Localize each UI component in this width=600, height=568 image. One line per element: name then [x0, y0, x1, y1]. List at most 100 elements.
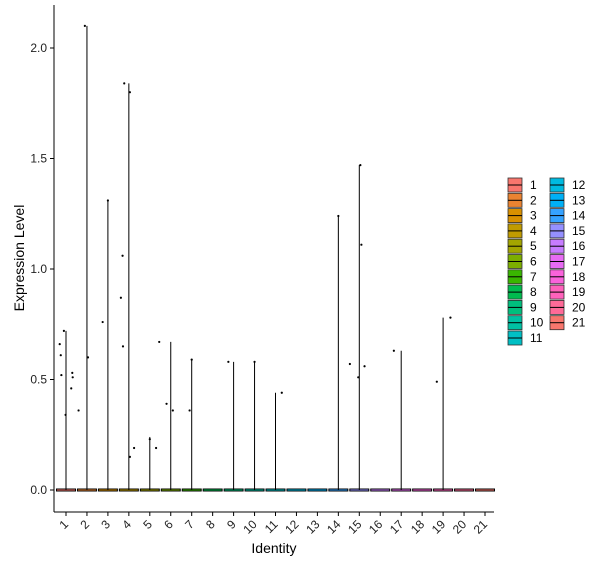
x-tick-label: 5 — [140, 517, 155, 532]
y-tick-label: 2.0 — [30, 41, 47, 55]
data-point — [71, 371, 74, 374]
x-axis-title: Identity — [251, 540, 296, 556]
legend-label: 12 — [572, 178, 586, 192]
x-tick-label: 10 — [240, 517, 260, 537]
violin-18 — [412, 488, 433, 492]
legend-label: 5 — [530, 239, 537, 253]
violin-7 — [181, 359, 202, 492]
x-tick-label: 21 — [471, 517, 491, 537]
y-tick-label: 1.0 — [30, 262, 47, 276]
data-point — [121, 345, 125, 348]
data-point — [190, 358, 193, 361]
data-point — [123, 82, 126, 85]
data-point — [348, 362, 351, 366]
x-tick-label: 6 — [161, 517, 176, 532]
violin-body — [286, 488, 307, 492]
legend-label: 11 — [530, 331, 543, 345]
legend-entry-1: 1 — [507, 177, 537, 193]
x-tick-label: 19 — [429, 517, 449, 537]
legend-label: 14 — [572, 209, 586, 223]
data-point — [154, 446, 158, 450]
violin-17 — [391, 350, 412, 492]
legend-entry-18: 18 — [549, 269, 586, 285]
violin-6 — [160, 341, 181, 492]
data-point — [132, 446, 136, 450]
data-point — [59, 354, 62, 357]
violin-body — [307, 488, 328, 492]
violin-11 — [265, 392, 286, 492]
legend-label: 6 — [530, 255, 537, 269]
legend-entry-10: 10 — [507, 315, 544, 331]
legend-entry-3: 3 — [507, 208, 537, 224]
legend-entry-17: 17 — [549, 254, 586, 269]
data-point — [435, 380, 438, 383]
violin-body — [370, 488, 391, 492]
violins — [56, 25, 495, 492]
legend-label: 15 — [572, 224, 586, 238]
x-tick-label: 9 — [224, 517, 239, 532]
legend-entry-21: 21 — [549, 315, 586, 331]
legend-label: 1 — [530, 178, 537, 192]
data-point — [227, 360, 230, 363]
legend-entry-7: 7 — [507, 269, 537, 285]
data-point — [363, 365, 366, 368]
x-tick-label: 18 — [408, 517, 428, 537]
data-point — [83, 24, 86, 27]
legend-label: 4 — [530, 224, 537, 238]
legend-label: 7 — [530, 270, 537, 284]
violin-1 — [56, 330, 76, 492]
legend-entry-19: 19 — [549, 284, 586, 300]
data-point — [119, 296, 122, 299]
y-axis-title: Expression Level — [11, 205, 27, 312]
y-tick-label: 0.5 — [30, 373, 47, 387]
data-point — [337, 214, 340, 218]
y-tick-label: 1.5 — [30, 152, 47, 166]
legend-entry-2: 2 — [507, 192, 537, 208]
data-point — [62, 329, 66, 332]
violin-14 — [328, 215, 349, 492]
violin-body — [412, 488, 433, 492]
violin-12 — [286, 488, 307, 492]
x-tick-label: 13 — [303, 517, 323, 537]
violin-20 — [454, 488, 475, 492]
data-point — [357, 376, 360, 379]
legend-entry-8: 8 — [507, 284, 537, 300]
x-tick-label: 15 — [345, 517, 365, 537]
data-point — [253, 360, 256, 363]
data-point — [392, 349, 395, 352]
x-tick-label: 2 — [77, 517, 92, 532]
data-point — [70, 387, 73, 390]
data-point — [280, 391, 283, 394]
data-point — [58, 343, 61, 346]
legend-label: 3 — [530, 209, 537, 223]
violin-5 — [139, 436, 160, 492]
data-point — [77, 409, 80, 412]
legend-label: 19 — [572, 285, 586, 299]
legend-label: 16 — [572, 239, 586, 253]
legend-entry-14: 14 — [549, 208, 586, 224]
x-tick-label: 20 — [450, 517, 470, 537]
violin-body — [475, 488, 495, 492]
violin-9 — [223, 361, 244, 492]
violin-4 — [118, 83, 139, 492]
legend-label: 17 — [572, 255, 586, 269]
data-point — [158, 340, 161, 344]
x-axis-ticks: 1 2 3 4 5 6 7 8 9 10 11 12 13 14 15 16 17 18 19 20 21 — [56, 512, 490, 537]
x-tick-label: 17 — [387, 517, 407, 537]
data-point — [71, 376, 74, 379]
y-tick-label: 0.0 — [30, 483, 47, 497]
violin-13 — [307, 488, 328, 492]
data-point — [106, 199, 109, 202]
data-point — [86, 356, 90, 359]
data-point — [128, 455, 131, 458]
x-tick-label: 14 — [324, 517, 344, 537]
violin-3 — [97, 200, 118, 492]
legend-label: 21 — [572, 316, 586, 330]
data-point — [165, 402, 168, 405]
legend-label: 20 — [572, 300, 586, 314]
data-point — [148, 438, 151, 441]
x-tick-label: 8 — [203, 517, 218, 532]
data-point — [60, 373, 63, 377]
violin-body — [454, 488, 475, 492]
